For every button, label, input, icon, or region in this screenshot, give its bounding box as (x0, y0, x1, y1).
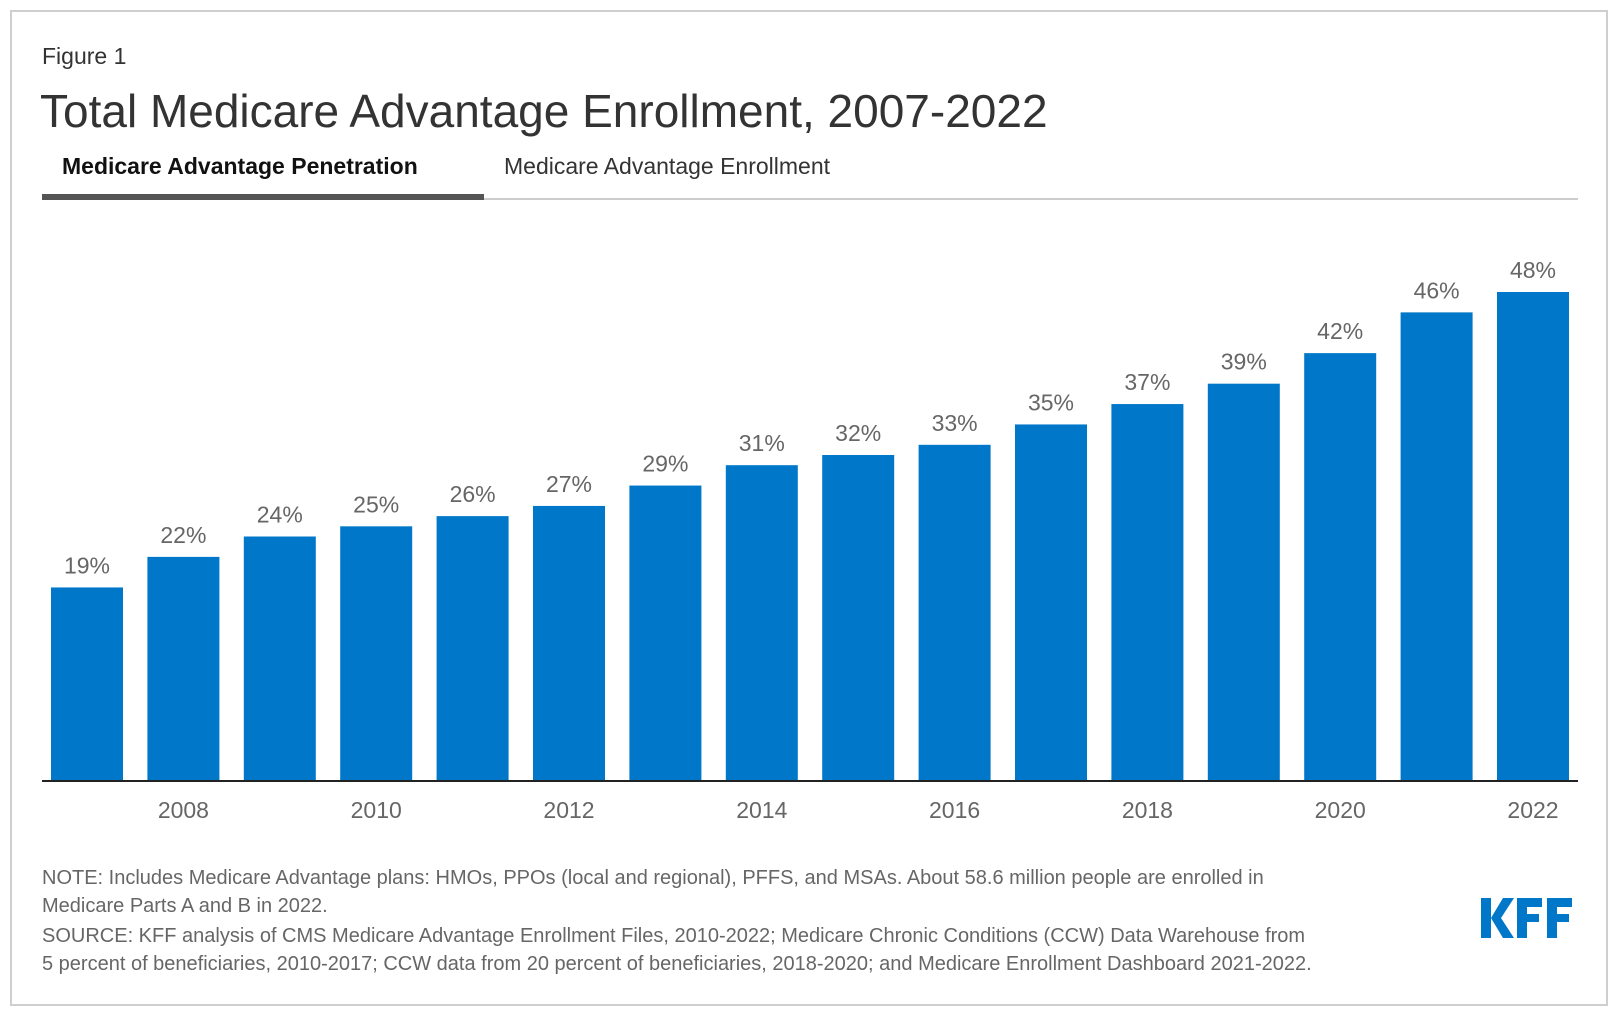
data-label-2015: 32% (835, 420, 881, 446)
data-label-2018: 37% (1124, 369, 1170, 395)
data-label-2007: 19% (64, 552, 110, 578)
bar-2009 (243, 536, 316, 781)
bar-2011 (436, 516, 509, 781)
source-line-2: 5 percent of beneficiaries, 2010-2017; C… (42, 953, 1312, 975)
data-label-2019: 39% (1221, 349, 1267, 375)
chart-title: Total Medicare Advantage Enrollment, 200… (40, 85, 1048, 137)
source-line-1: SOURCE: KFF analysis of CMS Medicare Adv… (42, 925, 1306, 947)
data-label-2016: 33% (932, 410, 978, 436)
bar-2010 (340, 526, 413, 781)
data-label-2021: 46% (1414, 277, 1460, 303)
note-line-2: Medicare Parts A and B in 2022. (42, 895, 328, 917)
bar-2018 (1111, 404, 1184, 781)
data-label-2014: 31% (739, 430, 785, 456)
note-line-1: NOTE: Includes Medicare Advantage plans:… (42, 867, 1264, 889)
x-tick-label-2020: 2020 (1315, 797, 1366, 823)
x-tick-label-2018: 2018 (1122, 797, 1173, 823)
x-tick-label-2016: 2016 (929, 797, 980, 823)
x-tick-label-2010: 2010 (351, 797, 402, 823)
data-label-2020: 42% (1317, 318, 1363, 344)
active-tab-underline (42, 194, 484, 200)
data-label-2009: 24% (257, 502, 303, 528)
bar-2022 (1497, 292, 1569, 781)
x-tick-label-2008: 2008 (158, 797, 209, 823)
x-tick-label-2012: 2012 (543, 797, 594, 823)
tab-divider (42, 198, 1578, 200)
bar-2019 (1207, 383, 1280, 781)
bar-2015 (822, 455, 895, 781)
data-label-2017: 35% (1028, 389, 1074, 415)
data-label-2022: 48% (1510, 257, 1556, 283)
bar-2013 (629, 485, 702, 781)
tab-enrollment[interactable]: Medicare Advantage Enrollment (504, 153, 831, 179)
data-label-2011: 26% (450, 481, 496, 507)
x-tick-label-2022: 2022 (1507, 797, 1558, 823)
data-label-2010: 25% (353, 491, 399, 517)
data-label-2012: 27% (546, 471, 592, 497)
bar-2014 (725, 465, 798, 781)
bar-2007 (51, 587, 123, 781)
bar-2012 (533, 505, 605, 781)
bar-2021 (1400, 312, 1473, 781)
tab-penetration[interactable]: Medicare Advantage Penetration (62, 153, 418, 179)
bar-2016 (918, 444, 991, 781)
bar-2020 (1304, 353, 1377, 781)
bar-2008 (147, 556, 220, 781)
kff-logo (1481, 898, 1572, 938)
x-tick-label-2014: 2014 (736, 797, 787, 823)
figure-frame (10, 10, 1608, 1006)
bar-2017 (1015, 424, 1087, 781)
data-label-2013: 29% (642, 451, 688, 477)
figure-label: Figure 1 (42, 43, 127, 69)
data-label-2008: 22% (160, 522, 206, 548)
